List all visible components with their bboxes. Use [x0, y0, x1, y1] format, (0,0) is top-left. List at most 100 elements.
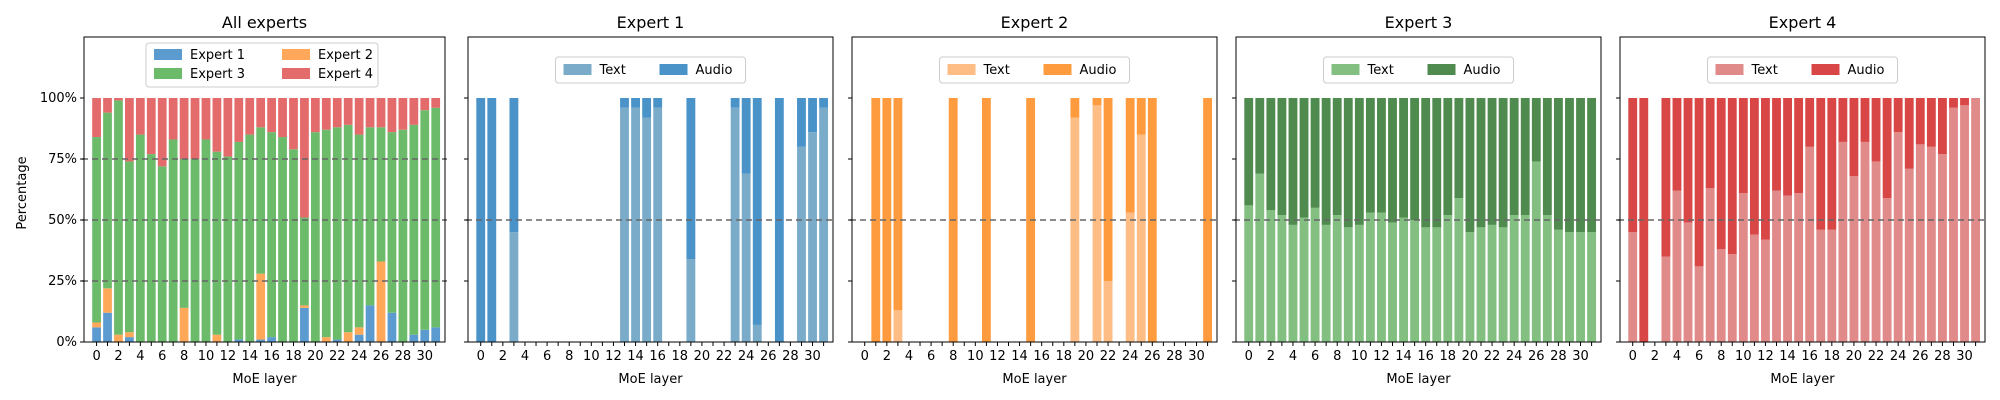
legend-box	[939, 56, 1130, 84]
bar-text-layer-4	[1672, 190, 1682, 342]
bar-expert-1-layer-1	[103, 312, 112, 342]
bar-expert-4-layer-21	[321, 98, 331, 130]
bar-text-layer-20	[1465, 232, 1475, 342]
bar-text-layer-24	[1893, 132, 1903, 342]
x-tick-label: 0	[861, 349, 869, 364]
x-tick-label: 8	[565, 349, 573, 364]
y-tick-label: 100%	[40, 91, 77, 106]
bar-expert-4-layer-30	[420, 98, 430, 111]
bar-audio-layer-25	[1136, 98, 1146, 135]
x-tick-label: 24	[1122, 349, 1139, 364]
bar-audio-layer-11	[981, 98, 991, 342]
bar-expert-2-layer-15	[256, 273, 266, 340]
panel-title: Expert 3	[1385, 13, 1453, 32]
bar-text-layer-11	[1749, 234, 1759, 342]
bar-text-layer-6	[1694, 266, 1704, 342]
bar-text-layer-3	[1277, 215, 1287, 342]
bar-expert-3-layer-7	[168, 139, 178, 342]
bar-text-layer-23	[730, 107, 740, 342]
bar-audio-layer-11	[1749, 98, 1759, 235]
x-tick-label: 4	[521, 349, 529, 364]
bar-text-layer-8	[1332, 215, 1342, 342]
x-tick-label: 20	[307, 349, 324, 364]
bar-audio-layer-9	[1727, 98, 1737, 255]
x-tick-label: 26	[1528, 349, 1545, 364]
bar-audio-layer-22	[1103, 98, 1113, 281]
x-tick-label: 2	[1651, 349, 1659, 364]
bar-text-layer-2	[1266, 210, 1276, 342]
x-tick-label: 30	[1572, 349, 1589, 364]
bar-text-layer-15	[642, 117, 652, 343]
bar-audio-layer-13	[1388, 98, 1397, 223]
bar-text-layer-18	[1443, 215, 1453, 342]
bar-audio-layer-20	[1849, 98, 1859, 177]
x-tick-label: 8	[1333, 349, 1341, 364]
x-tick-label: 18	[1440, 349, 1457, 364]
bar-text-layer-22	[1487, 224, 1497, 342]
bar-audio-layer-16	[1421, 98, 1431, 228]
legend: Expert 1 Expert 2 Expert 3 Expert 4	[145, 42, 379, 88]
bar-audio-layer-10	[1738, 98, 1748, 194]
bar-text-layer-8	[1716, 249, 1726, 342]
x-tick-label: 12	[1757, 349, 1774, 364]
legend-label: Text	[983, 63, 1010, 78]
x-tick-label: 28	[782, 349, 799, 364]
bar-audio-layer-0	[1244, 98, 1254, 206]
bar-expert-3-layer-26	[376, 127, 386, 262]
x-tick-label: 28	[1550, 349, 1567, 364]
bar-audio-layer-4	[1672, 98, 1682, 191]
x-tick-label: 10	[1351, 349, 1368, 364]
x-tick-label: 4	[1673, 349, 1681, 364]
bar-text-layer-13	[620, 107, 629, 342]
bar-text-layer-14	[1783, 195, 1792, 342]
bar-text-layer-27	[1542, 215, 1552, 342]
bar-expert-3-layer-2	[114, 100, 123, 335]
x-tick-label: 16	[1801, 349, 1818, 364]
bar-text-layer-19	[1454, 198, 1464, 342]
bar-text-layer-12	[1761, 239, 1770, 342]
bar-expert-1-layer-16	[267, 337, 276, 342]
x-tick-label: 16	[1033, 349, 1050, 364]
bar-audio-layer-26	[1531, 98, 1541, 162]
bar-audio-layer-31	[1587, 98, 1597, 233]
bar-expert-3-layer-11	[212, 151, 222, 335]
bar-text-layer-6	[1310, 207, 1320, 342]
x-tick-label: 24	[1890, 349, 1907, 364]
bar-audio-layer-15	[1410, 98, 1420, 220]
legend-swatch	[154, 49, 182, 60]
bar-text-layer-15	[1794, 193, 1804, 342]
bar-audio-layer-11	[1365, 98, 1375, 213]
x-tick-label: 10	[583, 349, 600, 364]
x-tick-label: 24	[738, 349, 755, 364]
legend: Text Audio	[939, 56, 1130, 84]
x-tick-label: 2	[883, 349, 891, 364]
bar-audio-layer-21	[1092, 98, 1102, 106]
x-tick-label: 0	[1629, 349, 1637, 364]
bar-expert-2-layer-2	[114, 334, 123, 342]
bar-audio-layer-29	[797, 98, 806, 147]
bar-audio-layer-21	[1860, 98, 1870, 142]
bar-audio-layer-14	[1783, 98, 1792, 196]
bar-expert-3-layer-15	[256, 127, 266, 274]
bar-text-layer-26	[1531, 161, 1541, 342]
x-axis-label: MoE layer	[1386, 372, 1451, 387]
bar-text-layer-16	[1805, 146, 1815, 342]
bar-audio-layer-19	[1070, 98, 1080, 118]
x-tick-label: 12	[605, 349, 622, 364]
bar-text-layer-1	[1255, 173, 1265, 342]
x-axis-label: MoE layer	[1002, 372, 1067, 387]
x-tick-label: 0	[92, 349, 100, 364]
y-tick-label: 50%	[48, 213, 77, 228]
bar-expert-4-layer-20	[310, 98, 320, 133]
bar-text-layer-24	[1125, 212, 1135, 342]
bar-expert-2-layer-1	[103, 288, 112, 313]
bar-audio-layer-27	[1542, 98, 1552, 216]
x-tick-label: 22	[329, 349, 346, 364]
bar-text-layer-14	[1399, 217, 1408, 342]
x-tick-label: 12	[989, 349, 1006, 364]
bar-audio-layer-23	[1882, 98, 1892, 199]
bar-text-layer-9	[1343, 227, 1353, 342]
x-tick-label: 22	[1484, 349, 1501, 364]
bar-text-layer-19	[686, 259, 696, 342]
